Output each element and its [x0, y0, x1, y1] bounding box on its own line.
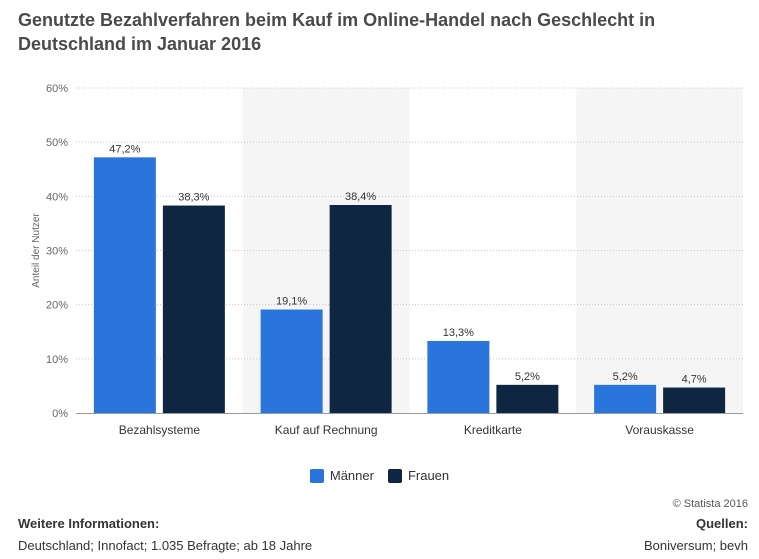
legend-label-frauen: Frauen: [407, 468, 450, 483]
bar-chart: 0% 10% 20% 30% 40% 50% 60% Anteil der Nutzer 47,…: [31, 83, 743, 437]
legend-item-frauen[interactable]: Frauen: [387, 468, 450, 483]
bar-maenner: [260, 309, 323, 413]
legend-label-maenner: Männer: [329, 468, 374, 483]
y-tick-label: 10%: [46, 354, 68, 366]
y-tick-label: 30%: [46, 246, 68, 258]
y-tick-label: 50%: [46, 137, 68, 149]
y-tick-label: 20%: [46, 300, 68, 312]
sources-title: Quellen:: [695, 516, 748, 531]
y-tick-label: 60%: [46, 83, 68, 95]
legend-item-maenner[interactable]: Männer: [309, 468, 374, 483]
data-label: 47,2%: [109, 143, 140, 155]
y-tick-label: 40%: [46, 191, 68, 203]
data-label: 19,1%: [276, 296, 307, 308]
x-tick-label: Kreditkarte: [464, 423, 522, 437]
bar-maenner: [93, 157, 156, 413]
data-label: 38,3%: [178, 192, 209, 204]
y-tick-label: 0%: [52, 408, 68, 420]
chart-title: Genutzte Bezahlverfahren beim Kauf im On…: [18, 10, 656, 54]
bar-frauen: [329, 205, 392, 413]
bar-maenner: [594, 384, 657, 413]
copyright-link[interactable]: © Statista 2016: [672, 498, 748, 510]
legend-swatch-frauen: [387, 468, 402, 483]
legend-swatch-maenner: [309, 468, 324, 483]
data-label: 13,3%: [443, 327, 474, 339]
info-title: Weitere Informationen:: [18, 516, 160, 531]
data-label: 5,2%: [613, 371, 638, 383]
data-label: 4,7%: [682, 374, 707, 386]
bar-maenner: [427, 340, 490, 413]
bar-frauen: [162, 205, 225, 413]
sources-text: Boniversum; bevh: [643, 538, 748, 553]
x-tick-label: Vorauskasse: [625, 423, 694, 437]
data-label: 5,2%: [515, 371, 540, 383]
bar-frauen: [663, 387, 726, 413]
y-axis-title: Anteil der Nutzer: [31, 213, 42, 288]
legend: Männer Frauen: [0, 468, 759, 483]
x-tick-label: Kauf auf Rechnung: [275, 423, 378, 437]
x-tick-label: Bezahlsysteme: [119, 423, 201, 437]
data-label: 38,4%: [345, 191, 376, 203]
bar-frauen: [496, 384, 559, 413]
info-text: Deutschland; Innofact; 1.035 Befragte; a…: [18, 538, 313, 553]
